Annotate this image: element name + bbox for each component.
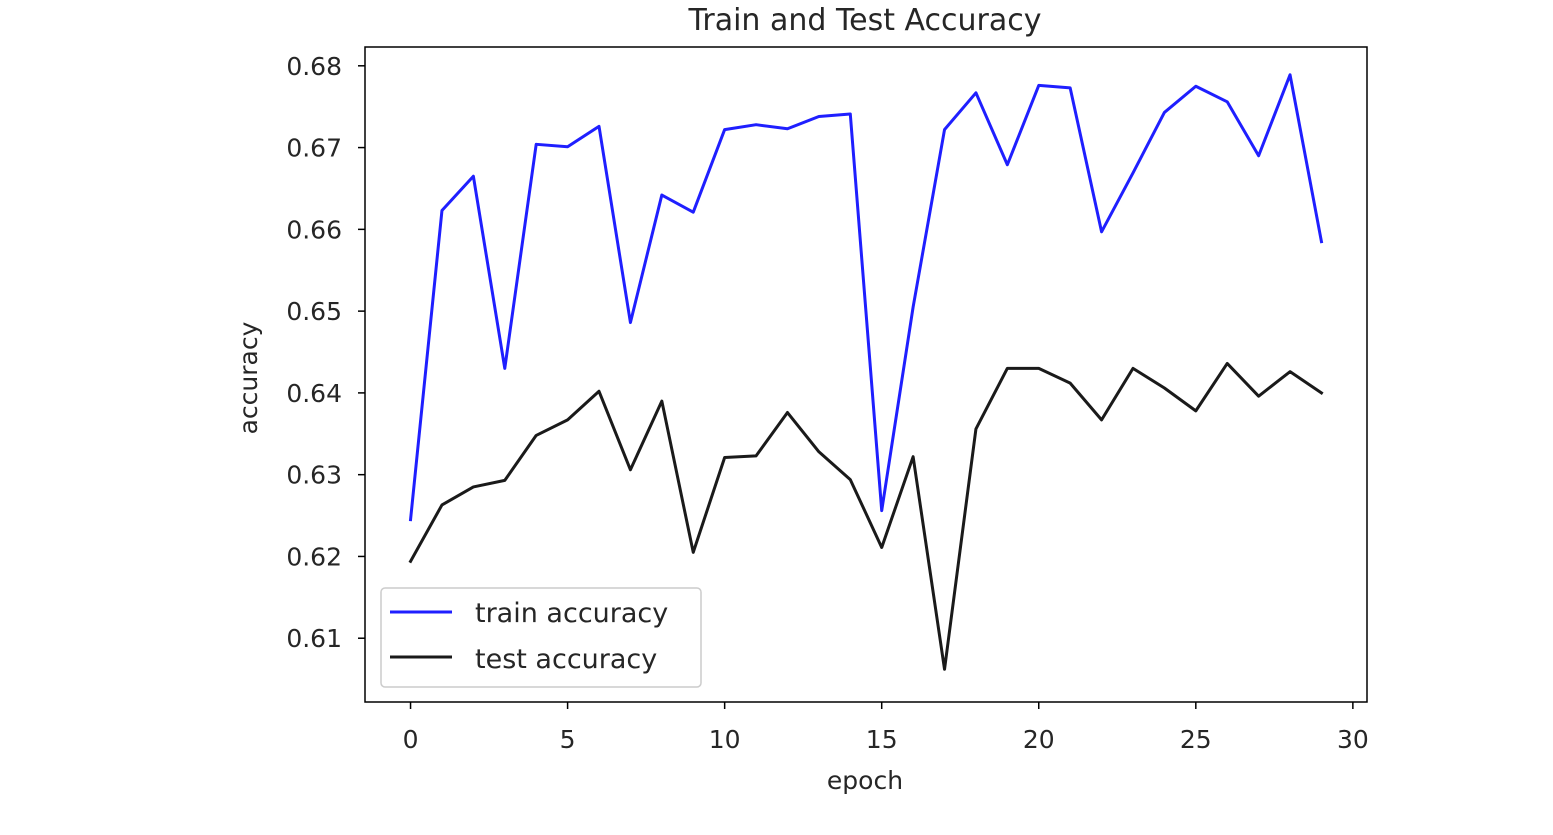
plot-frame — [364, 46, 1368, 703]
series-line-train-accuracy — [408, 73, 1324, 522]
legend-label-test-accuracy: test accuracy — [475, 644, 657, 675]
y-axis-label: accuracy — [234, 321, 263, 434]
y-tick-label: 0.68 — [286, 52, 342, 81]
x-tick-label: 25 — [1180, 725, 1212, 754]
x-tick-label: 10 — [709, 725, 741, 754]
x-tick-label: 0 — [403, 725, 419, 754]
plot-series — [408, 73, 1324, 671]
x-axis-ticks: 0 5 10 15 20 25 30 — [403, 702, 1369, 754]
series-line-test-accuracy — [408, 361, 1324, 671]
x-tick-label: 20 — [1023, 725, 1055, 754]
y-tick-label: 0.66 — [286, 215, 342, 244]
y-tick-label: 0.65 — [286, 297, 342, 326]
y-tick-label: 0.64 — [286, 379, 342, 408]
x-tick-label: 15 — [866, 725, 898, 754]
legend: train accuracy test accuracy — [380, 587, 702, 688]
x-axis-label: epoch — [827, 766, 903, 795]
x-tick-label: 30 — [1337, 725, 1369, 754]
legend-box — [380, 587, 702, 688]
x-tick-label: 5 — [560, 725, 576, 754]
y-axis-ticks: 0.61 0.62 0.63 0.64 0.65 0.66 0.67 0.68 — [286, 52, 365, 653]
y-tick-label: 0.67 — [286, 134, 342, 163]
legend-label-train-accuracy: train accuracy — [475, 598, 668, 629]
y-tick-label: 0.63 — [286, 461, 342, 490]
chart-title: Train and Test Accuracy — [687, 3, 1041, 38]
y-tick-label: 0.61 — [286, 624, 342, 653]
y-tick-label: 0.62 — [286, 542, 342, 571]
